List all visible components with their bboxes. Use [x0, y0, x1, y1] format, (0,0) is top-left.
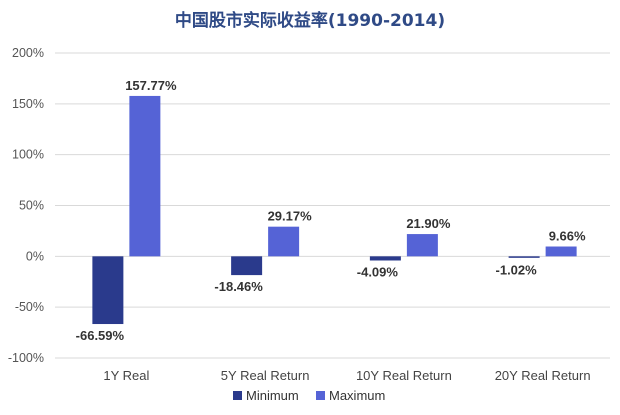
chart-title: 中国股市实际收益率(1990-2014) [174, 11, 446, 31]
data-label: 157.77% [125, 78, 177, 93]
data-label: 29.17% [268, 209, 313, 224]
data-label: -18.46% [214, 279, 263, 294]
bar-maximum [545, 246, 577, 257]
bar-minimum [92, 256, 124, 325]
legend-label: Maximum [329, 388, 385, 403]
y-tick-label: -50% [15, 300, 44, 314]
y-tick-label: -100% [8, 351, 44, 365]
y-tick-label: 50% [19, 199, 44, 213]
bar-maximum [129, 95, 161, 257]
data-label: 21.90% [406, 216, 451, 231]
data-label: -1.02% [496, 262, 538, 277]
data-label: -4.09% [357, 264, 399, 279]
bar-maximum [406, 234, 438, 257]
bar-minimum [231, 256, 263, 276]
legend-swatch [316, 391, 325, 400]
x-category-label: 5Y Real Return [221, 368, 310, 383]
y-tick-label: 200% [12, 46, 44, 60]
y-tick-label: 150% [12, 97, 44, 111]
data-label: -66.59% [76, 328, 125, 343]
x-category-label: 10Y Real Return [356, 368, 452, 383]
bar-minimum [508, 256, 540, 258]
bar-maximum [268, 226, 300, 257]
y-tick-label: 0% [26, 249, 44, 263]
y-tick-label: 100% [12, 148, 44, 162]
legend-swatch [233, 391, 242, 400]
x-category-label: 1Y Real [103, 368, 149, 383]
data-label: 9.66% [549, 229, 586, 244]
legend-label: Minimum [246, 388, 299, 403]
x-category-label: 20Y Real Return [495, 368, 591, 383]
bar-minimum [369, 256, 401, 261]
